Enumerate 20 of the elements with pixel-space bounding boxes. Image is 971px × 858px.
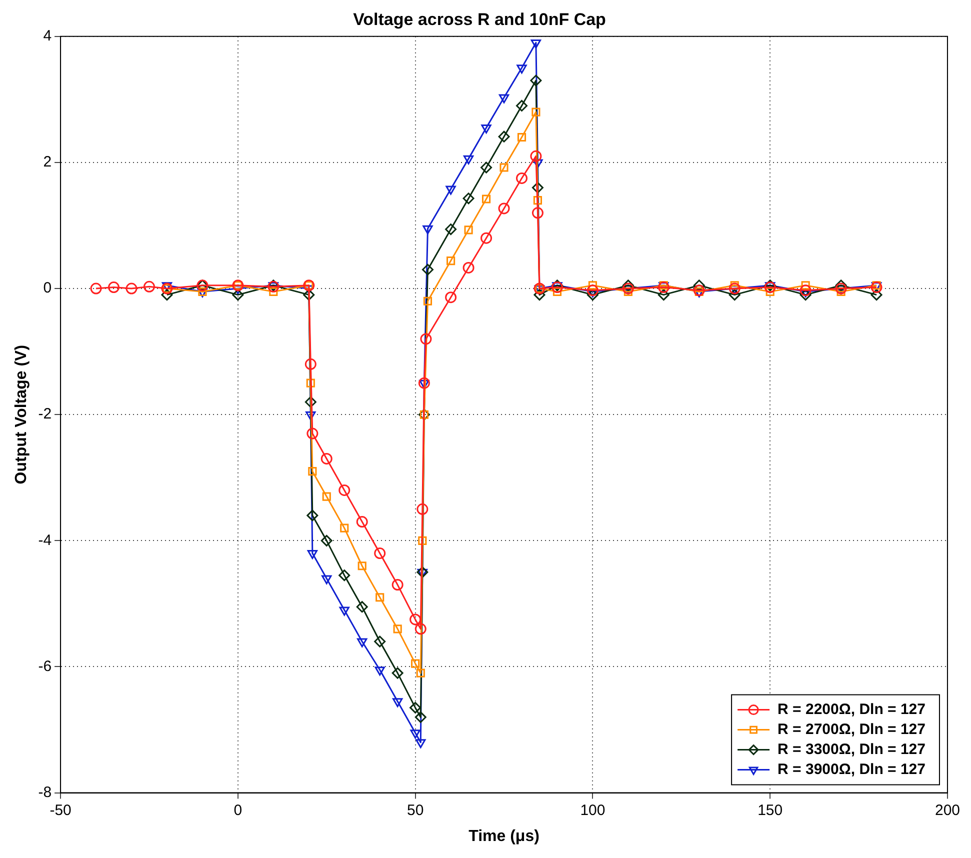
legend-label: R = 2200Ω, Dln = 127 [778, 700, 926, 718]
y-tick-label: -6 [38, 658, 52, 675]
y-axis-title: Output Voltage (V) [13, 344, 30, 484]
y-tick-label: 4 [43, 28, 52, 45]
x-tick-label: 50 [406, 802, 424, 819]
legend-label: R = 2700Ω, Dln = 127 [778, 720, 926, 738]
x-tick-label: 200 [934, 802, 960, 819]
x-tick-label: 0 [234, 802, 242, 819]
chart-title: Voltage across R and 10nF Cap [353, 10, 606, 29]
x-tick-label: -50 [50, 802, 72, 819]
y-tick-label: -4 [38, 532, 52, 549]
x-tick-label: 100 [580, 802, 606, 819]
y-tick-label: -2 [38, 406, 52, 423]
x-axis-title: Time (μs) [468, 828, 540, 845]
y-tick-label: 0 [43, 280, 52, 297]
y-tick-label: 2 [43, 154, 52, 171]
legend-label: R = 3300Ω, Dln = 127 [778, 740, 926, 758]
legend-label: R = 3900Ω, Dln = 127 [778, 760, 926, 778]
x-tick-label: 150 [758, 802, 783, 819]
y-tick-label: -8 [38, 784, 52, 801]
